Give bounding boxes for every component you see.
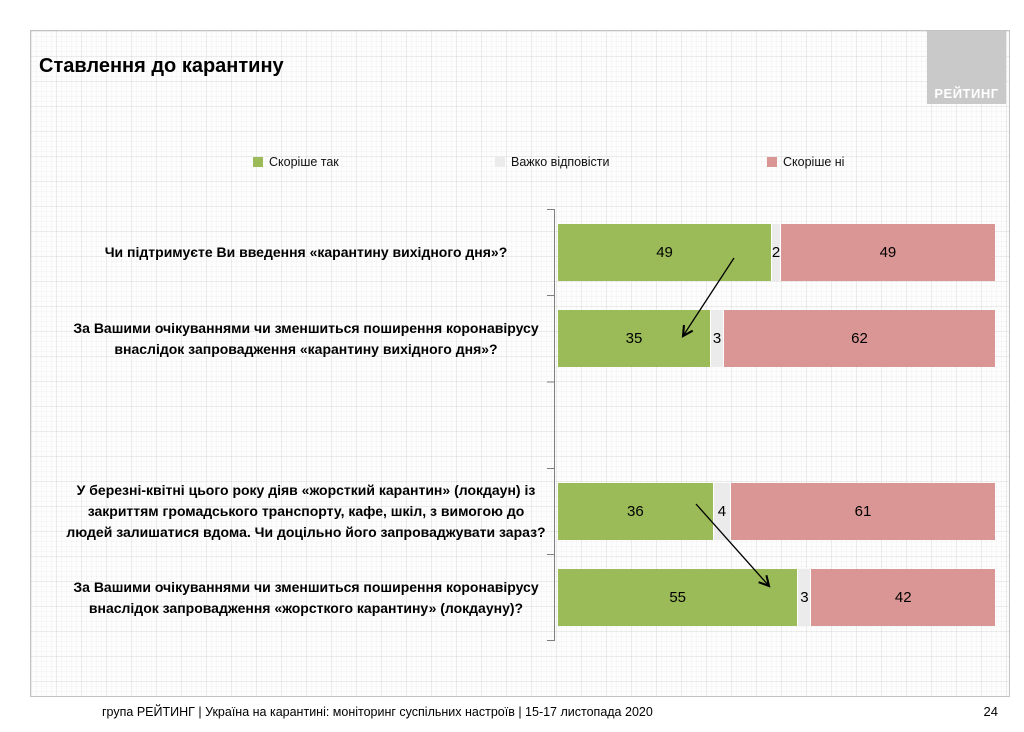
- page-number: 24: [983, 704, 998, 719]
- legend-item: Скоріше ні: [767, 155, 844, 169]
- bar-segment: 3: [798, 569, 812, 626]
- slide-title: Ставлення до карантину: [39, 55, 284, 77]
- rating-logo-label: РЕЙТИНГ: [934, 86, 999, 101]
- bar-value-label: 35: [625, 330, 643, 347]
- bar-row-2: 35 3 62: [558, 310, 995, 367]
- legend-item: Скоріше так: [253, 155, 339, 169]
- bar-segment: 2: [772, 224, 781, 281]
- bar-row-3: 36 4 61: [558, 483, 995, 540]
- bar-value-label: 55: [669, 589, 687, 606]
- bar-value-label: 3: [712, 330, 722, 347]
- bar-value-label: 62: [851, 330, 868, 347]
- bars-container: 49 2 49 35 3 62 36 4 61 55 3 42: [31, 31, 1009, 696]
- bar-segment: 49: [558, 224, 773, 281]
- bar-value-label: 49: [656, 244, 673, 261]
- bar-value-label: 49: [879, 244, 897, 261]
- bar-value-label: 61: [854, 503, 872, 520]
- legend-label: Важко відповісти: [511, 155, 610, 169]
- bar-segment: 49: [780, 224, 995, 281]
- bar-segment: 4: [713, 483, 732, 540]
- bar-segment: 35: [558, 310, 711, 367]
- bar-value-label: 36: [627, 503, 644, 520]
- legend-label: Скоріше ні: [783, 155, 845, 169]
- question-label-4: За Вашими очікуваннями чи зменшиться пош…: [73, 578, 539, 616]
- legend-item: Важко відповісти: [495, 155, 610, 169]
- rating-logo: РЕЙТИНГ: [927, 31, 1006, 104]
- bar-segment: 42: [811, 569, 995, 626]
- legend-label: Скоріше так: [269, 155, 339, 169]
- chart-legend: Скоріше так Важко відповісти Скоріше ні: [31, 155, 1009, 173]
- legend-swatch: [767, 157, 777, 167]
- bar-value-label: 2: [771, 244, 781, 261]
- bar-segment: 55: [558, 569, 799, 626]
- bar-value-label: 3: [800, 589, 809, 606]
- question-label-2: За Вашими очікуваннями чи зменшиться пош…: [73, 319, 539, 357]
- bar-row-4: 55 3 42: [558, 569, 995, 626]
- bar-segment: 36: [558, 483, 714, 540]
- slide: Ставлення до карантину РЕЙТИНГ Скоріше т…: [30, 30, 1010, 697]
- question-label-1: Чи підтримуєте Ви введення «карантину ви…: [104, 244, 508, 260]
- bar-segment: 62: [724, 310, 995, 367]
- legend-swatch: [253, 157, 263, 167]
- question-label-3: У березні-квітні цього року діяв «жорстк…: [66, 482, 546, 540]
- bar-row-1: 49 2 49: [558, 224, 995, 281]
- legend-swatch: [495, 157, 505, 167]
- footer-text: група РЕЙТИНГ | Україна на карантині: мо…: [102, 705, 653, 719]
- bar-segment: 61: [731, 483, 995, 540]
- bar-value-label: 42: [894, 589, 912, 606]
- bar-segment: 3: [710, 310, 725, 367]
- bar-value-label: 4: [717, 503, 727, 520]
